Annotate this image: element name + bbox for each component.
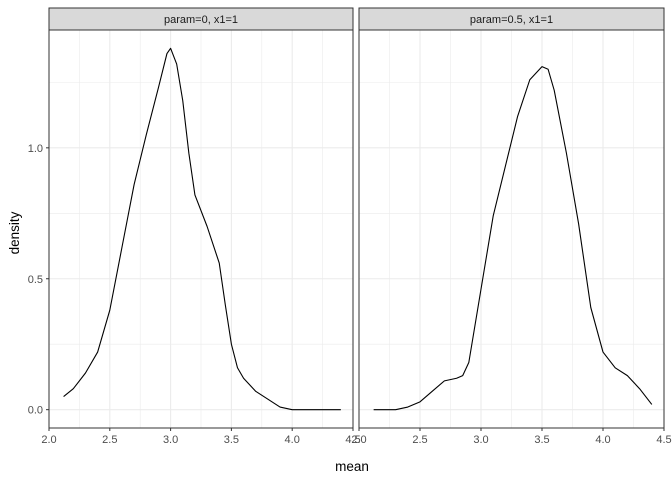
- x-tick-label: 4.0: [595, 434, 610, 446]
- strip-label: param=0.5, x1=1: [470, 14, 553, 26]
- x-tick-label: 3.0: [473, 434, 488, 446]
- x-tick-label: 4.0: [285, 434, 300, 446]
- x-tick-label: 4.5: [656, 434, 671, 446]
- y-tick-label: 0.0: [28, 405, 43, 417]
- y-tick-label: 1.0: [28, 143, 43, 155]
- strip-background: [48, 7, 354, 31]
- y-axis-title: density: [7, 211, 22, 254]
- x-tick-label: 2.5: [412, 434, 427, 446]
- x-axis-title: mean: [335, 459, 369, 474]
- strip-background: [358, 7, 665, 31]
- facet-panels: param=0, x1=1 2.0 2.5 3.0 3.5 4.0 4.5 0.0 0.5 1.0…: [28, 7, 672, 446]
- strip-label: param=0, x1=1: [164, 14, 238, 26]
- facet-panel-1: param=0, x1=1 2.0 2.5 3.0 3.5 4.0 4.5 0.0 0.5 1.0: [28, 7, 361, 446]
- density-line: [373, 66, 653, 411]
- x-tick-label: 2.5: [102, 434, 117, 446]
- x-tick-label: 3.0: [163, 434, 178, 446]
- x-tick-label: 4.5: [345, 434, 360, 446]
- y-tick-label: 0.5: [28, 274, 43, 286]
- x-tick-label: 3.5: [224, 434, 239, 446]
- x-tick-label: 2.0: [41, 434, 56, 446]
- facet-panel-2: param=0.5, x1=1 2.0 2.5 3.0 3.5 4.0 4.5: [351, 7, 672, 446]
- density-line: [63, 47, 341, 411]
- x-tick-label: 3.5: [534, 434, 549, 446]
- x-tick-label: 2.0: [351, 434, 366, 446]
